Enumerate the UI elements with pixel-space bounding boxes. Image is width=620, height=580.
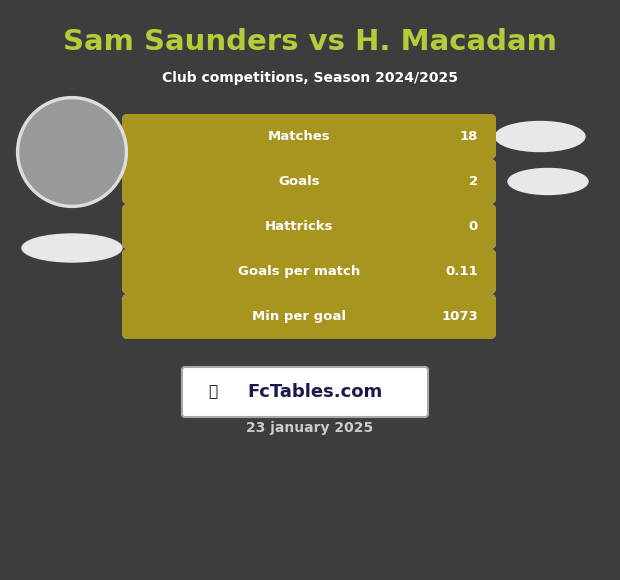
Text: 0.11: 0.11 bbox=[445, 265, 478, 278]
FancyBboxPatch shape bbox=[122, 204, 496, 249]
FancyBboxPatch shape bbox=[182, 367, 428, 417]
Text: 1073: 1073 bbox=[441, 310, 478, 323]
Text: 18: 18 bbox=[459, 130, 478, 143]
FancyBboxPatch shape bbox=[122, 159, 496, 204]
Text: 23 january 2025: 23 january 2025 bbox=[246, 421, 374, 435]
Text: Club competitions, Season 2024/2025: Club competitions, Season 2024/2025 bbox=[162, 71, 458, 85]
Text: 0: 0 bbox=[469, 220, 478, 233]
FancyBboxPatch shape bbox=[122, 114, 496, 159]
Text: 📊: 📊 bbox=[208, 385, 218, 400]
Ellipse shape bbox=[495, 121, 585, 151]
FancyBboxPatch shape bbox=[122, 114, 496, 159]
Ellipse shape bbox=[508, 169, 588, 194]
FancyBboxPatch shape bbox=[122, 204, 496, 249]
FancyBboxPatch shape bbox=[122, 294, 496, 339]
Text: Min per goal: Min per goal bbox=[252, 310, 346, 323]
Text: Matches: Matches bbox=[268, 130, 330, 143]
Text: Goals per match: Goals per match bbox=[238, 265, 360, 278]
FancyBboxPatch shape bbox=[122, 159, 496, 204]
Text: Goals: Goals bbox=[278, 175, 320, 188]
Text: 2: 2 bbox=[469, 175, 478, 188]
FancyBboxPatch shape bbox=[122, 249, 496, 294]
Text: Sam Saunders vs H. Macadam: Sam Saunders vs H. Macadam bbox=[63, 28, 557, 56]
FancyBboxPatch shape bbox=[122, 249, 496, 294]
FancyBboxPatch shape bbox=[122, 294, 496, 339]
Text: FcTables.com: FcTables.com bbox=[247, 383, 383, 401]
Text: Hattricks: Hattricks bbox=[265, 220, 334, 233]
Ellipse shape bbox=[22, 234, 122, 262]
Circle shape bbox=[20, 100, 124, 204]
